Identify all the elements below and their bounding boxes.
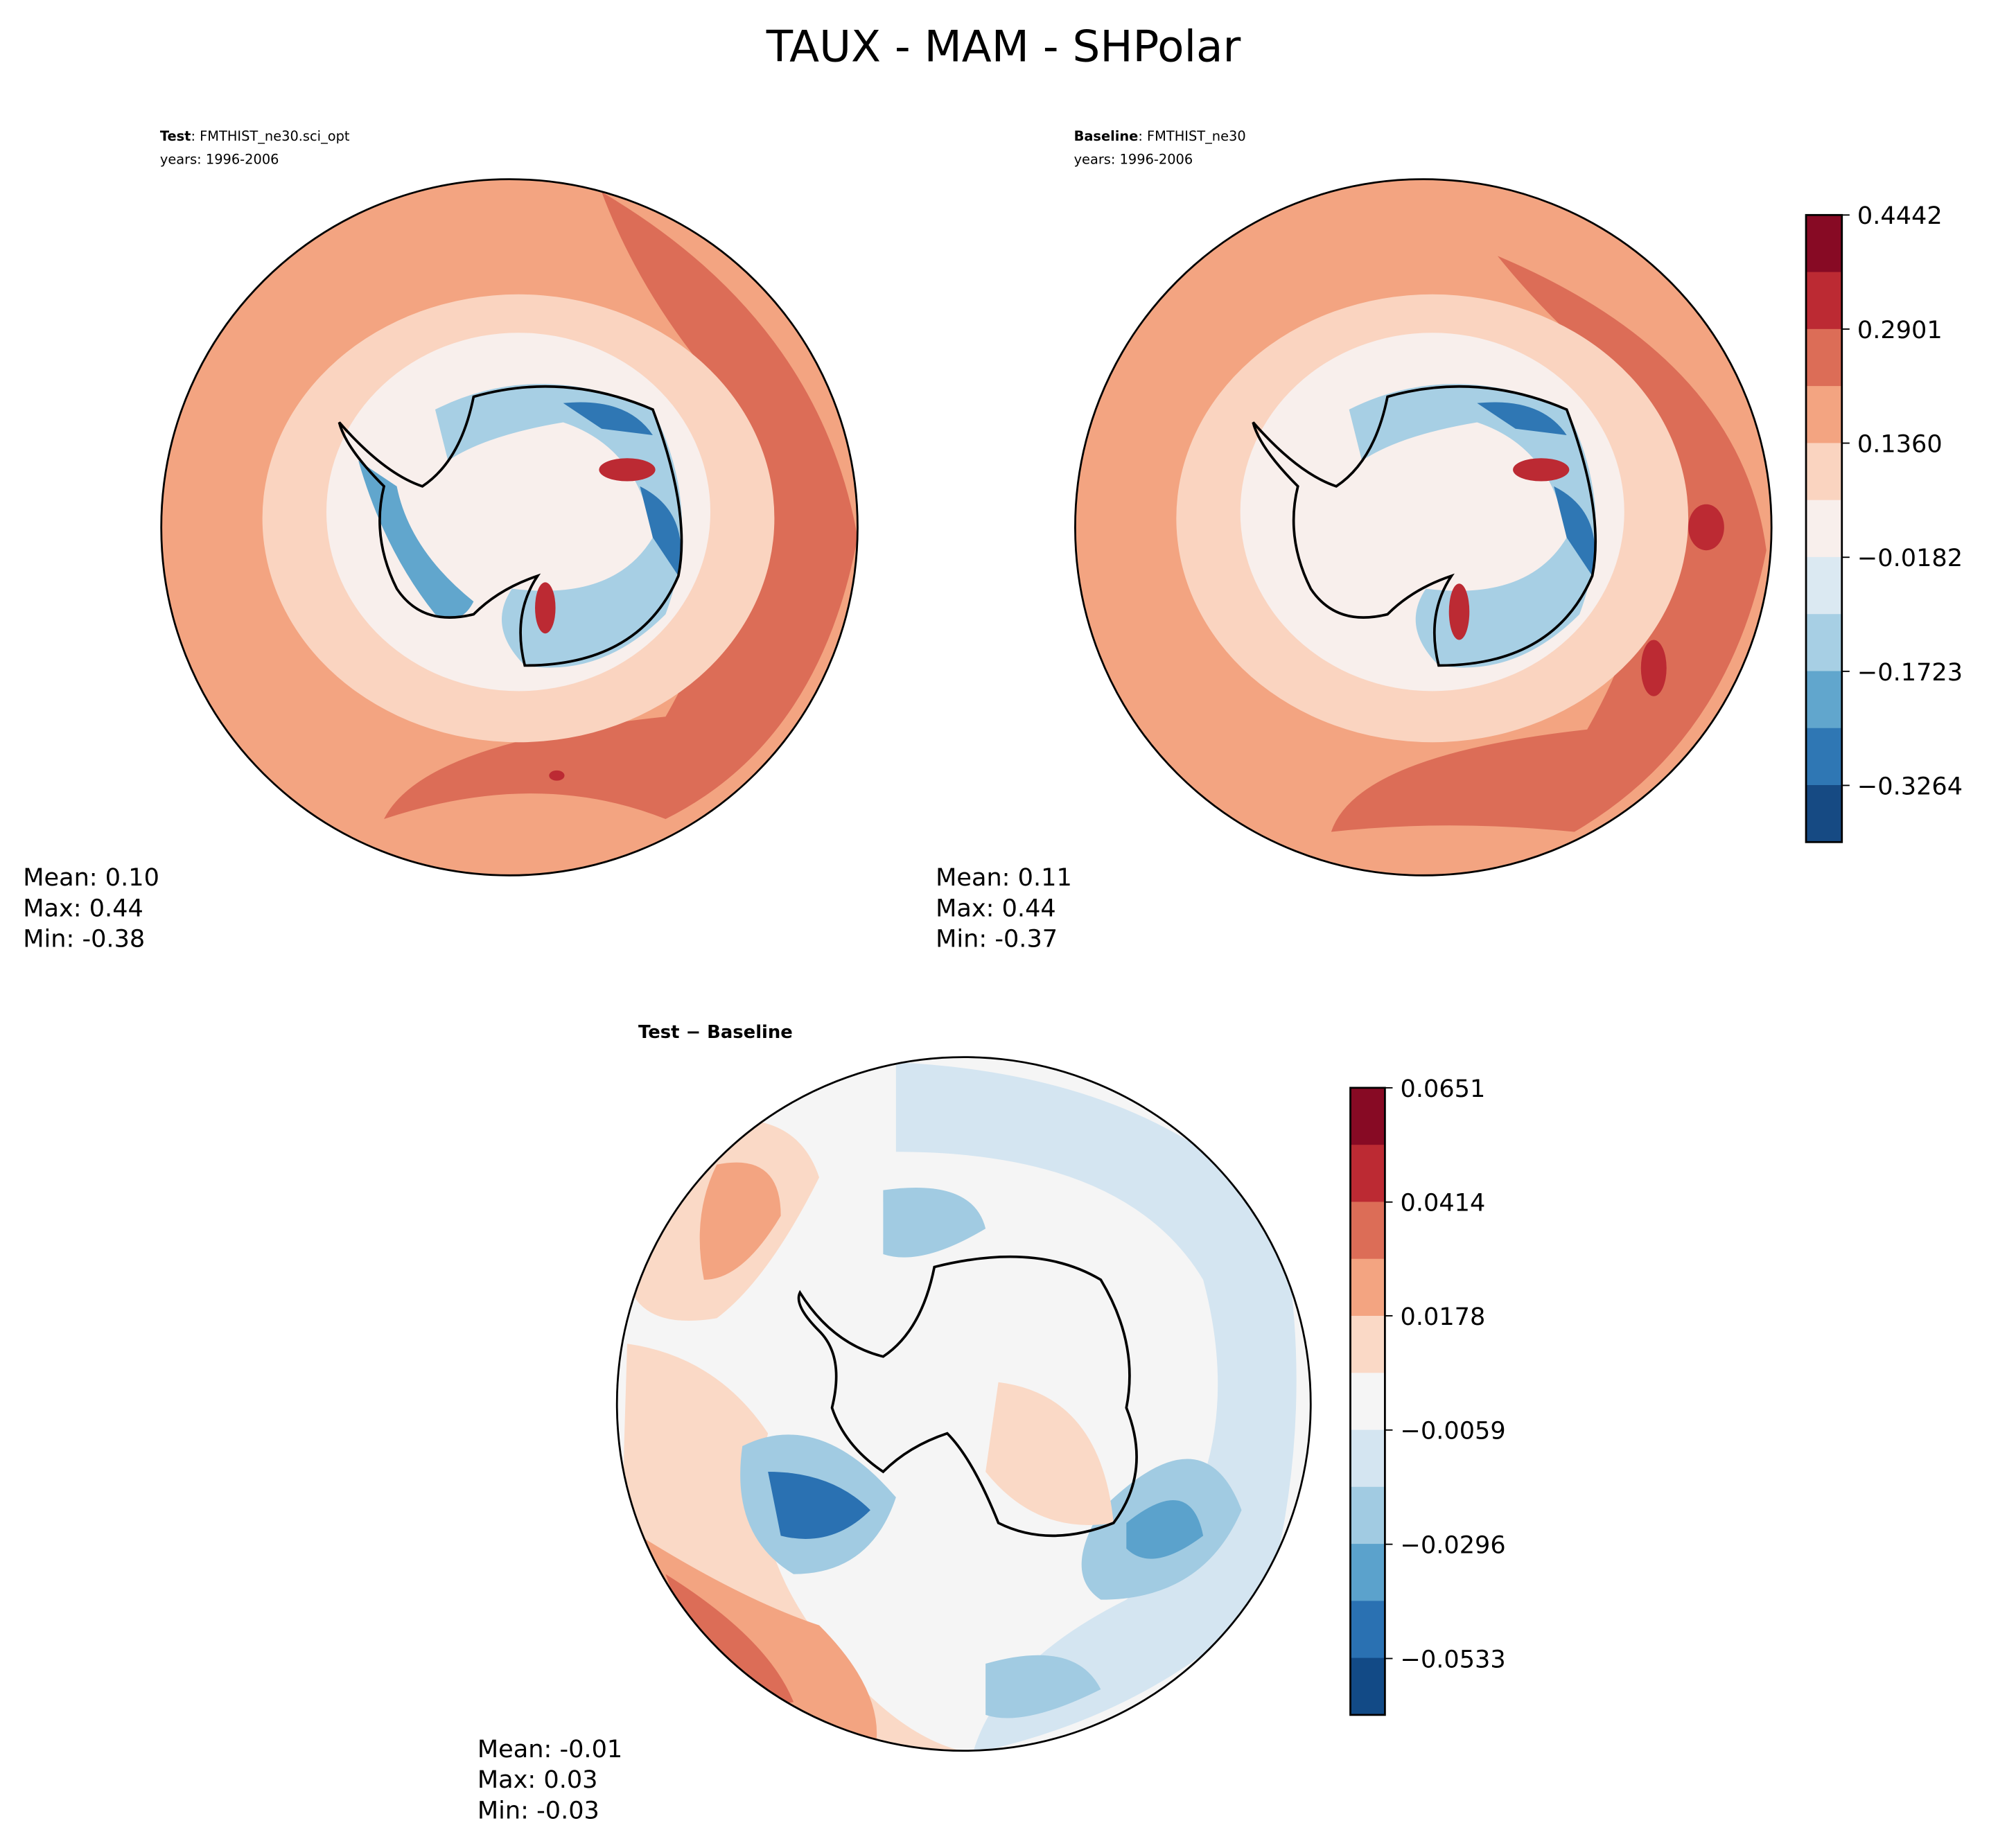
colorbar-outline (1349, 1086, 1386, 1716)
baseline-mean: Mean: 0.11 (936, 863, 1072, 892)
diff-mean: Mean: -0.01 (477, 1735, 622, 1763)
figure-title: TAUX - MAM - SHPolar (766, 21, 1241, 72)
baseline-panel: Baseline: FMTHIST_ne30 years: 1996-2006 … (936, 128, 1773, 953)
colorbar-band (1350, 1544, 1385, 1602)
baseline-panel-label: Baseline: FMTHIST_ne30 (1074, 128, 1246, 144)
colorbar-band (1806, 500, 1842, 558)
colorbar-band (1806, 728, 1842, 786)
colorbar-band (1350, 1087, 1385, 1146)
colorbar-tick-label: −0.3264 (1857, 772, 1963, 800)
baseline-map-boundary (1074, 178, 1773, 877)
colorbar-band (1806, 272, 1842, 330)
colorbar-band (1806, 443, 1842, 501)
colorbar-band (1806, 614, 1842, 672)
colorbar-band (1806, 386, 1842, 444)
test-panel-label: Test: FMTHIST_ne30.sci_opt (160, 128, 350, 144)
colorbar-tick-label: −0.0296 (1401, 1531, 1506, 1560)
colorbar-tick-label: 0.0178 (1401, 1303, 1486, 1331)
diff-panel-label: Test − Baseline (638, 1022, 793, 1043)
colorbar-band (1350, 1657, 1385, 1716)
colorbar-tick-label: −0.0533 (1401, 1645, 1506, 1673)
test-panel: Test: FMTHIST_ne30.sci_opt years: 1996-2… (23, 128, 859, 953)
colorbar-band (1350, 1315, 1385, 1374)
test-panel-years: years: 1996-2006 (160, 151, 279, 167)
colorbar-diff: 0.0651 0.0414 0.0178 −0.0059 −0.0296 −0.0533 (1349, 1075, 1506, 1716)
diff-map-boundary (615, 1056, 1312, 1752)
colorbar-band (1350, 1429, 1385, 1488)
colorbar-tick-label: −0.1723 (1857, 658, 1963, 687)
colorbar-tick-label: 0.0414 (1401, 1189, 1486, 1217)
colorbar-tick-label: 0.4442 (1857, 202, 1943, 230)
colorbar-band (1806, 785, 1842, 843)
colorbar-tick-label: −0.0059 (1401, 1417, 1506, 1445)
colorbar-band (1806, 328, 1842, 387)
baseline-min: Min: -0.37 (936, 925, 1058, 953)
antarctica-coastline (338, 385, 683, 667)
colorbar-tick-label: 0.0651 (1401, 1075, 1486, 1103)
colorbar-band (1806, 556, 1842, 615)
colorbar-band (1350, 1601, 1385, 1659)
colorbar-tick-label: −0.0182 (1857, 544, 1963, 572)
test-max: Max: 0.44 (23, 894, 143, 922)
colorbar-tick-label: 0.1360 (1857, 430, 1943, 458)
test-mean: Mean: 0.10 (23, 863, 159, 892)
colorbar-band (1350, 1145, 1385, 1203)
colorbar-tick-label: 0.2901 (1857, 316, 1943, 344)
antarctica-coastline (797, 1255, 1138, 1538)
colorbar-top: 0.4442 0.2901 0.1360 −0.0182 −0.1723 −0.3264 (1805, 202, 1963, 843)
colorbar-outline (1805, 213, 1843, 843)
test-map-boundary (160, 178, 859, 877)
test-min: Min: -0.38 (23, 925, 145, 953)
diff-min: Min: -0.03 (477, 1797, 599, 1825)
baseline-panel-years: years: 1996-2006 (1074, 151, 1193, 167)
baseline-max: Max: 0.44 (936, 894, 1056, 922)
diff-panel: Test − Baseline Mean: -0.01 Max: 0.03 Mi… (477, 1022, 1312, 1825)
colorbar-band (1350, 1486, 1385, 1545)
diff-max: Max: 0.03 (477, 1766, 598, 1794)
baseline-map (1075, 179, 1772, 876)
diff-map (617, 1057, 1311, 1751)
test-map (161, 179, 858, 876)
colorbar-band (1350, 1202, 1385, 1260)
colorbar-band (1350, 1258, 1385, 1317)
colorbar-band (1806, 671, 1842, 729)
colorbar-band (1806, 215, 1842, 273)
colorbar-band (1350, 1373, 1385, 1431)
antarctica-coastline (1252, 385, 1597, 667)
